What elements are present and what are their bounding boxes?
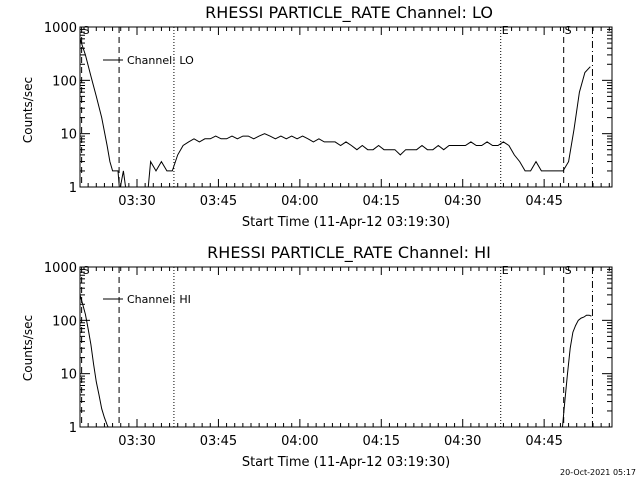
y-axis-label: Counts/sec xyxy=(21,77,35,143)
chart-panel-hi: RHESSI PARTICLE_RATE Channel: HI Counts/… xyxy=(21,243,613,470)
x-tick-label: 04:45 xyxy=(525,434,562,449)
legend-label: Channel: LO xyxy=(127,54,194,67)
event-marker-label: S xyxy=(83,24,90,37)
x-tick-label: 04:15 xyxy=(363,434,400,449)
y-tick-label: 10 xyxy=(60,368,77,383)
y-tick-label: 1 xyxy=(69,181,77,196)
event-marker-label: S xyxy=(565,264,572,277)
y-tick-label: 100 xyxy=(52,74,77,89)
footer-timestamp: 20-Oct-2021 05:17 xyxy=(560,468,636,477)
chart-panel-lo: RHESSI PARTICLE_RATE Channel: LO Counts/… xyxy=(21,3,613,230)
data-series-line xyxy=(80,38,591,187)
y-tick-label: 100 xyxy=(52,314,77,329)
plot-frame xyxy=(79,266,613,428)
y-tick-label: 1 xyxy=(69,421,77,436)
x-axis-label: Start Time (11-Apr-12 03:19:30) xyxy=(242,215,450,230)
event-marker-label: E xyxy=(502,264,509,277)
y-axis-label: Counts/sec xyxy=(21,315,35,381)
data-series-line xyxy=(80,294,592,427)
x-axis-label: Start Time (11-Apr-12 03:19:30) xyxy=(242,455,450,470)
y-tick-label: 1000 xyxy=(44,261,77,276)
x-tick-label: 03:30 xyxy=(118,194,155,209)
x-tick-label: 03:45 xyxy=(200,194,237,209)
plot-frame xyxy=(79,26,613,188)
legend-label: Channel: HI xyxy=(127,293,191,306)
x-tick-label: 04:00 xyxy=(281,194,318,209)
x-tick-label: 04:45 xyxy=(525,194,562,209)
x-tick-label: 04:30 xyxy=(444,194,481,209)
chart-title: RHESSI PARTICLE_RATE Channel: HI xyxy=(207,243,491,263)
event-marker-label: S xyxy=(565,24,572,37)
x-tick-label: 03:30 xyxy=(118,434,155,449)
x-tick-label: 04:00 xyxy=(281,434,318,449)
x-tick-label: 04:15 xyxy=(363,194,400,209)
x-tick-label: 04:30 xyxy=(444,434,481,449)
y-tick-label: 10 xyxy=(60,128,77,143)
event-marker-label: S xyxy=(83,264,90,277)
event-marker-label: E xyxy=(502,24,509,37)
x-tick-label: 03:45 xyxy=(200,434,237,449)
y-tick-label: 1000 xyxy=(44,21,77,36)
chart-title: RHESSI PARTICLE_RATE Channel: LO xyxy=(205,3,493,23)
